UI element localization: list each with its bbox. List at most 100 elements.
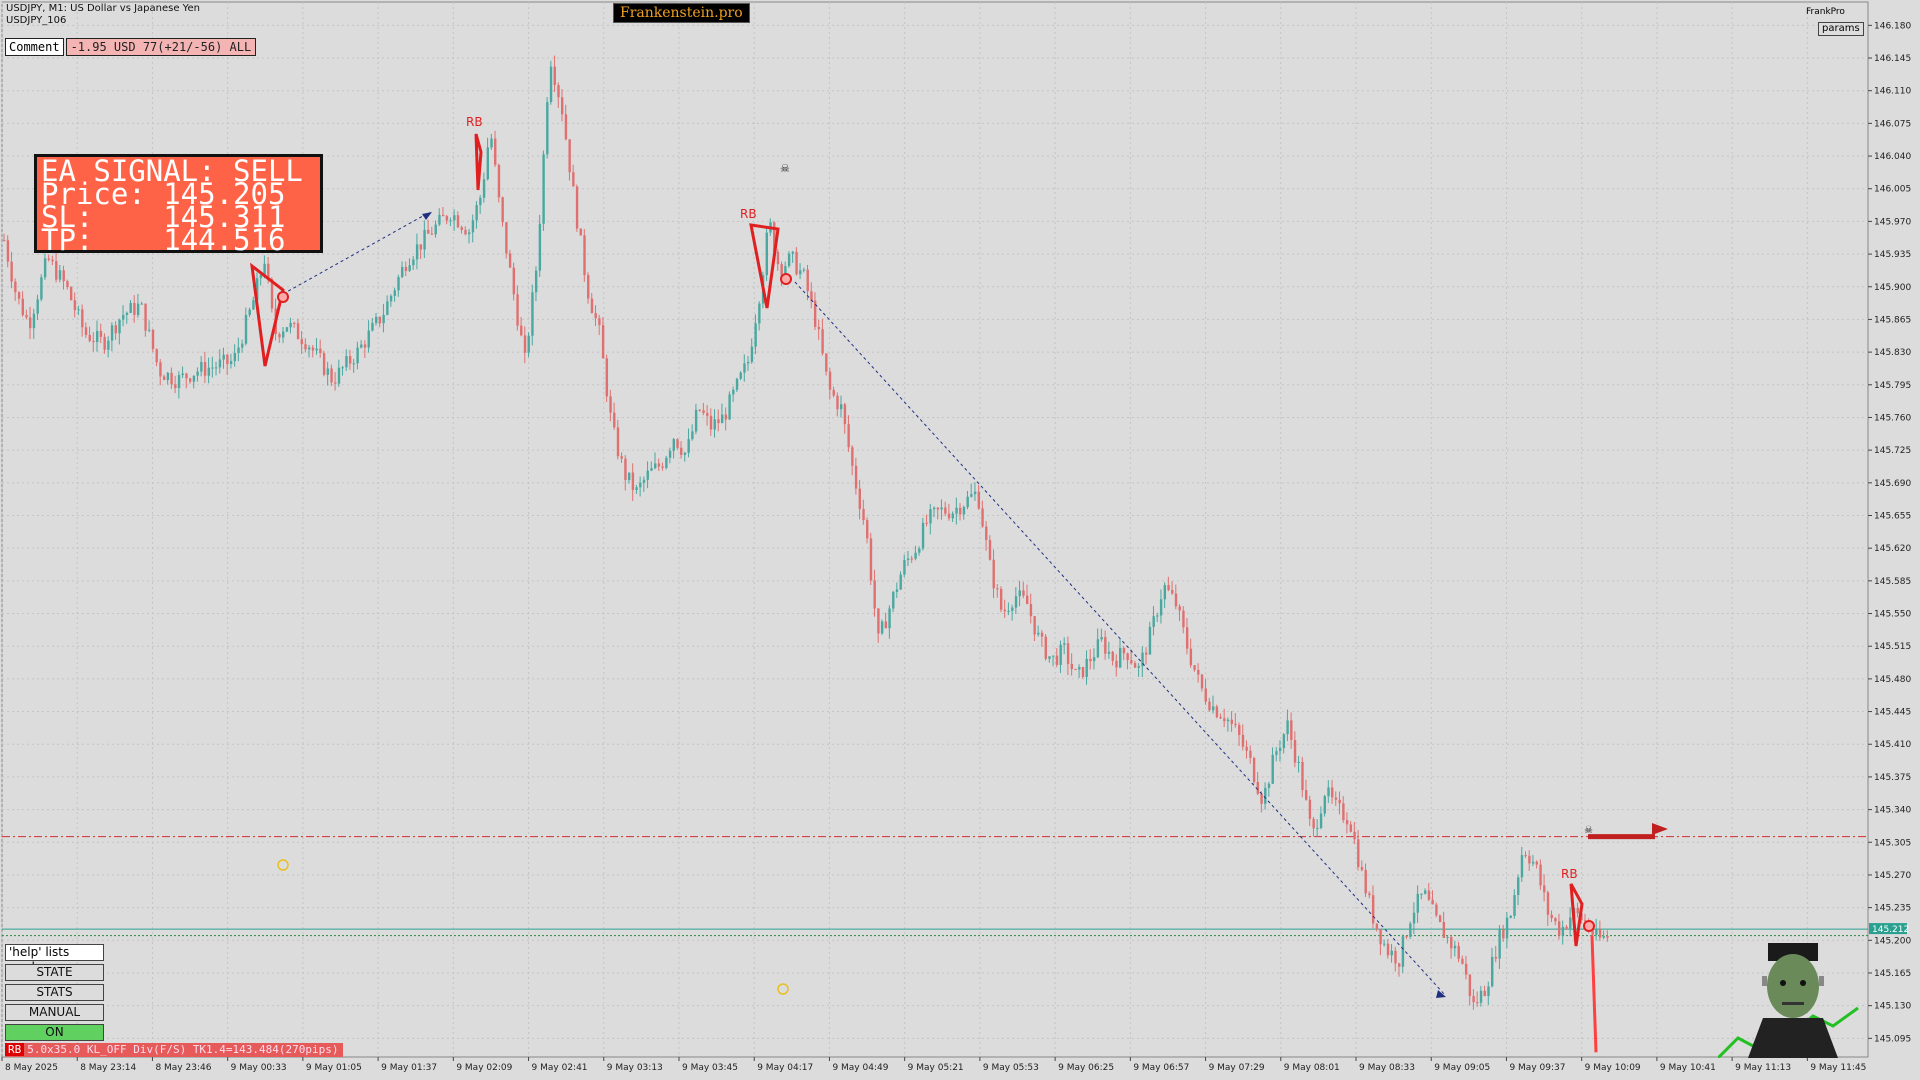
candle-body — [1007, 610, 1010, 612]
rb-triangle — [474, 133, 483, 191]
candle-body — [713, 419, 716, 430]
skull-icon: ☠ — [780, 162, 790, 175]
candle-body — [1505, 917, 1509, 939]
current-price-label: 145.212 — [1872, 925, 1909, 935]
candle-body — [840, 404, 843, 410]
status-tag: RB — [5, 1043, 25, 1056]
candle-body — [1606, 936, 1609, 938]
x-tick-label: 9 May 09:37 — [1509, 1063, 1565, 1073]
candle-body — [1487, 986, 1490, 997]
candle-body — [1126, 653, 1129, 661]
candle-body — [1014, 596, 1018, 608]
candle-body — [1096, 639, 1100, 658]
candle-body — [248, 309, 251, 315]
y-tick-label: 146.180 — [1874, 21, 1911, 31]
y-tick-label: 145.900 — [1874, 283, 1911, 293]
y-tick-label: 146.005 — [1874, 185, 1911, 195]
candle-body — [304, 344, 307, 350]
x-tick-label: 9 May 11:45 — [1810, 1063, 1866, 1073]
state-button[interactable]: STATE — [5, 964, 104, 981]
candle-body — [293, 322, 296, 324]
candle-body — [1189, 648, 1193, 666]
candle-body — [1055, 655, 1059, 665]
candle-body — [423, 229, 426, 250]
y-tick-label: 146.040 — [1874, 152, 1911, 162]
candle-body — [527, 335, 530, 353]
candle-body — [884, 621, 888, 629]
time-axis: 8 May 2025 8 May 23:14 8 May 23:46 9 May 00… — [1, 1057, 1866, 1073]
candle-body — [55, 261, 58, 280]
candle-body — [270, 279, 274, 309]
candle-body — [255, 278, 259, 301]
y-tick-label: 145.130 — [1874, 1002, 1911, 1012]
candle-body — [1137, 666, 1140, 668]
x-tick-label: 9 May 06:25 — [1058, 1063, 1114, 1073]
candle-body — [999, 588, 1003, 610]
candle-body — [657, 463, 661, 467]
candle-body — [196, 371, 199, 376]
candle-body — [215, 367, 218, 369]
candle-body — [393, 290, 396, 296]
candle-body — [724, 414, 728, 420]
candle-body — [702, 410, 705, 414]
x-tick-label: 9 May 00:33 — [231, 1063, 287, 1073]
x-tick-label: 9 May 08:33 — [1359, 1063, 1415, 1073]
candle-body — [1252, 757, 1256, 783]
candle-body — [992, 559, 995, 589]
y-tick-label: 145.760 — [1874, 413, 1911, 423]
candle-body — [263, 263, 266, 275]
brand-logo: Frankenstein.pro — [613, 3, 750, 23]
manual-button[interactable]: MANUAL — [5, 1004, 104, 1021]
candle-body — [1371, 895, 1375, 924]
candle-body — [1159, 599, 1163, 616]
candle-body — [1360, 867, 1364, 870]
candle-body — [1208, 701, 1211, 711]
candle-body — [787, 253, 791, 267]
candle-body — [698, 409, 702, 411]
candle-body — [988, 540, 992, 560]
on-toggle-button[interactable]: ON — [5, 1024, 104, 1041]
candle-body — [170, 372, 173, 385]
candle-body — [635, 487, 638, 491]
y-tick-label: 145.305 — [1874, 838, 1911, 848]
y-tick-label: 145.235 — [1874, 904, 1911, 914]
candle-body — [914, 552, 917, 559]
candle-body — [1409, 923, 1412, 937]
candle-body — [81, 309, 84, 328]
candle-body — [1412, 912, 1416, 924]
candle-body — [1334, 797, 1338, 800]
candle-body — [445, 216, 449, 221]
candle-body — [1546, 892, 1550, 915]
candle-body — [720, 414, 724, 424]
y-tick-label: 145.865 — [1874, 315, 1911, 325]
candle-body — [456, 215, 460, 228]
candle-body — [925, 522, 928, 524]
candle-body — [1453, 945, 1457, 949]
stats-button[interactable]: STATS — [5, 984, 104, 1001]
frankpro-label: FrankPro — [1806, 7, 1845, 17]
candle-body — [683, 452, 687, 455]
candle-body — [136, 303, 140, 315]
status-text: 5.0x35.0 KL_OFF Div(F/S) TK1.4=143.484(2… — [27, 1043, 339, 1056]
candle-body — [973, 491, 977, 495]
candle-body — [996, 588, 999, 590]
candle-body — [181, 373, 184, 376]
y-tick-label: 145.480 — [1874, 675, 1911, 685]
candle-body — [784, 266, 787, 276]
sell-marker-icon — [277, 291, 289, 303]
signal-price: Price: 145.205 — [41, 177, 286, 211]
candle-body — [464, 229, 467, 235]
candle-body — [341, 367, 344, 369]
candle-body — [334, 382, 337, 384]
candle-body — [899, 574, 902, 590]
params-button[interactable]: params — [1818, 22, 1864, 36]
candle-body — [1379, 929, 1382, 945]
candle-body — [497, 164, 501, 198]
candle-body — [1424, 890, 1427, 894]
yellow-smiley-icon — [777, 983, 789, 995]
candle-body — [892, 591, 895, 609]
candle-body — [1301, 761, 1304, 791]
candle-body — [51, 259, 54, 262]
candle-body — [1457, 945, 1460, 959]
candle-body — [601, 325, 605, 359]
